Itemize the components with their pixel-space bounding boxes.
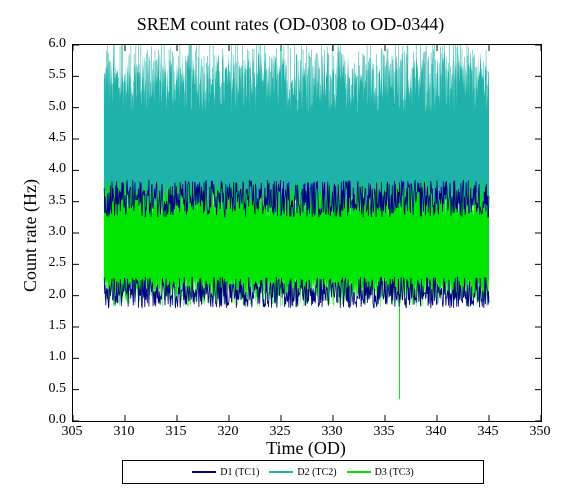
x-tick-label: 310: [104, 424, 144, 440]
legend-swatch: [347, 471, 371, 473]
legend-label: D2 (TC2): [297, 467, 336, 478]
legend-swatch: [192, 471, 216, 473]
legend-label: D1 (TC1): [220, 467, 259, 478]
y-tick-label: 3.5: [26, 193, 66, 209]
x-tick-label: 340: [416, 424, 456, 440]
y-tick-label: 3.0: [26, 224, 66, 240]
legend-item-d1: D1 (TC1): [192, 467, 259, 478]
y-tick-label: 6.0: [26, 36, 66, 52]
y-tick-label: 1.0: [26, 349, 66, 365]
x-tick-label: 345: [468, 424, 508, 440]
legend-swatch: [269, 471, 293, 473]
legend-item-d3: D3 (TC3): [347, 467, 414, 478]
x-tick-label: 305: [52, 424, 92, 440]
y-tick-label: 4.5: [26, 130, 66, 146]
plot-canvas: [73, 45, 541, 421]
legend: D1 (TC1) D2 (TC2) D3 (TC3): [122, 460, 484, 484]
x-tick-label: 315: [156, 424, 196, 440]
y-tick-label: 0.5: [26, 381, 66, 397]
y-tick-label: 2.5: [26, 255, 66, 271]
chart-title: SREM count rates (OD-0308 to OD-0344): [0, 14, 581, 35]
y-tick-label: 5.0: [26, 99, 66, 115]
y-tick-label: 2.0: [26, 287, 66, 303]
x-tick-label: 325: [260, 424, 300, 440]
plot-area: [72, 44, 542, 422]
legend-item-d2: D2 (TC2): [269, 467, 336, 478]
y-tick-label: 1.5: [26, 318, 66, 334]
x-tick-label: 330: [312, 424, 352, 440]
legend-label: D3 (TC3): [375, 467, 414, 478]
x-axis-label: Time (OD): [72, 438, 540, 459]
x-tick-label: 350: [520, 424, 560, 440]
x-tick-label: 320: [208, 424, 248, 440]
y-tick-label: 5.5: [26, 67, 66, 83]
x-tick-label: 335: [364, 424, 404, 440]
srem-chart: SREM count rates (OD-0308 to OD-0344) Co…: [0, 0, 581, 503]
y-tick-label: 4.0: [26, 161, 66, 177]
